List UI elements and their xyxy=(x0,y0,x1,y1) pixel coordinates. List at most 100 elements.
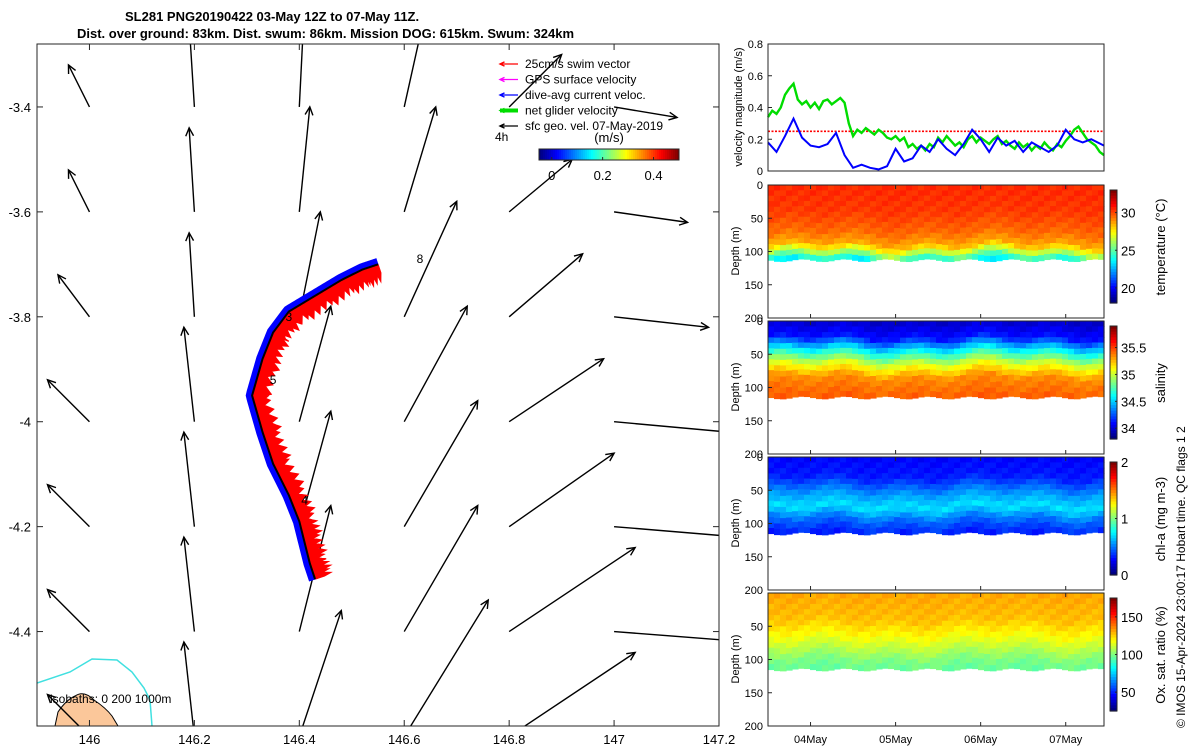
section-cell xyxy=(888,609,895,616)
section-cell xyxy=(912,375,919,383)
colorbar-segment xyxy=(1110,365,1117,369)
section-cell xyxy=(1020,211,1027,218)
section-cell xyxy=(1074,326,1081,333)
section-cell xyxy=(858,457,865,464)
section-cell xyxy=(966,195,973,202)
y-tick-label: -3.8 xyxy=(9,310,31,325)
section-cell xyxy=(858,615,865,622)
section-cell xyxy=(918,380,925,387)
section-cell xyxy=(906,637,913,644)
section-cell xyxy=(930,243,937,250)
section-cell xyxy=(834,636,841,643)
section-cell xyxy=(792,243,799,250)
section-cell xyxy=(1014,331,1021,338)
section-cell xyxy=(1050,195,1057,202)
section-cell xyxy=(864,326,871,333)
section-cell xyxy=(1008,227,1015,234)
section-cell xyxy=(960,511,967,518)
section-cell xyxy=(810,185,817,191)
section-cell xyxy=(822,245,829,252)
section-cell xyxy=(906,501,913,508)
section-cell xyxy=(954,658,961,666)
section-cell xyxy=(948,250,955,257)
section-cell xyxy=(1056,185,1063,191)
section-cell xyxy=(924,662,931,669)
section-cell xyxy=(864,620,871,627)
section-cell xyxy=(1056,321,1063,327)
section-cell xyxy=(852,500,859,507)
section-cell xyxy=(978,653,985,660)
section-cell xyxy=(972,619,979,626)
section-cell xyxy=(882,200,889,207)
section-cell xyxy=(1002,663,1009,670)
section-cell xyxy=(906,376,913,383)
section-cell xyxy=(876,353,883,360)
section-cell xyxy=(1098,243,1105,250)
section-cell xyxy=(816,501,823,508)
section-cell xyxy=(900,490,907,497)
section-cell xyxy=(966,598,973,605)
section-cell xyxy=(828,626,835,633)
section-cell xyxy=(984,479,991,486)
section-cell xyxy=(978,647,985,654)
section-cell xyxy=(858,255,865,262)
section-cell xyxy=(804,185,811,191)
colorbar-segment xyxy=(1110,702,1117,706)
section-cell xyxy=(876,522,883,529)
section-cell xyxy=(1002,462,1009,469)
section-cell xyxy=(1002,652,1009,659)
section-cell xyxy=(840,380,847,387)
section-cell xyxy=(1074,228,1081,235)
section-cell xyxy=(1092,609,1099,616)
section-cell xyxy=(846,380,853,387)
section-cell xyxy=(792,326,799,333)
section-cell xyxy=(846,321,853,327)
section-cell xyxy=(1020,364,1027,371)
section-cell xyxy=(1092,237,1099,244)
section-cell xyxy=(828,206,835,213)
colorbar-segment xyxy=(1110,598,1117,602)
section-cell xyxy=(978,348,985,355)
y-tick-label: 200 xyxy=(745,721,763,733)
section-cell xyxy=(1026,457,1033,464)
section-cell xyxy=(840,363,847,370)
section-cell xyxy=(798,190,805,197)
section-cell xyxy=(930,473,937,480)
section-cell xyxy=(1098,646,1105,653)
section-cell xyxy=(990,495,997,503)
section-cell xyxy=(1098,505,1105,512)
section-cell xyxy=(1014,483,1021,490)
section-cell xyxy=(1092,347,1099,354)
section-cell xyxy=(786,190,793,197)
section-cell xyxy=(1074,529,1081,536)
section-cell xyxy=(888,521,895,528)
section-cell xyxy=(876,211,883,218)
section-cell xyxy=(1032,598,1039,605)
section-cell xyxy=(1074,206,1081,213)
section-cell xyxy=(906,382,913,389)
section-cell xyxy=(834,353,841,360)
section-cell xyxy=(870,626,877,633)
section-cell xyxy=(798,342,805,349)
section-cell xyxy=(900,598,907,605)
section-cell xyxy=(1098,636,1105,643)
section-cell xyxy=(1092,510,1099,517)
colorbar-segment xyxy=(1110,572,1117,576)
section-cell xyxy=(816,387,823,394)
section-cell xyxy=(768,489,775,496)
section-cell xyxy=(918,484,925,491)
section-cell xyxy=(960,248,967,255)
section-cell xyxy=(912,195,919,202)
section-cell xyxy=(780,223,787,230)
section-cell xyxy=(912,233,919,240)
section-cell xyxy=(876,527,883,534)
section-cell xyxy=(894,348,901,355)
section-cell xyxy=(942,244,949,251)
section-cell xyxy=(852,658,859,665)
section-cell xyxy=(846,462,853,469)
section-cell xyxy=(1056,663,1063,670)
section-cell xyxy=(858,212,865,219)
section-cell xyxy=(792,369,799,376)
section-cell xyxy=(774,233,781,241)
